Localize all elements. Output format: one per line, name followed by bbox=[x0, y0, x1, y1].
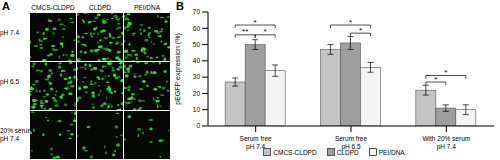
svg-text:30: 30 bbox=[193, 73, 201, 80]
svg-text:10: 10 bbox=[193, 106, 201, 113]
svg-text:20: 20 bbox=[193, 90, 201, 97]
svg-text:*: * bbox=[444, 68, 447, 77]
svg-text:60: 60 bbox=[193, 25, 201, 32]
svg-text:Serum freepH 6.5: Serum freepH 6.5 bbox=[335, 135, 368, 151]
svg-text:Serum freepH 7.4: Serum freepH 7.4 bbox=[240, 135, 273, 151]
svg-text:*: * bbox=[254, 18, 257, 27]
svg-text:**: ** bbox=[242, 27, 248, 36]
svg-text:50: 50 bbox=[193, 41, 201, 48]
svg-text:70: 70 bbox=[193, 8, 201, 15]
svg-text:With 20% serumpH 7.4: With 20% serumpH 7.4 bbox=[422, 135, 470, 151]
svg-text:*: * bbox=[359, 26, 362, 35]
svg-text:*: * bbox=[349, 18, 352, 27]
svg-text:0: 0 bbox=[196, 122, 200, 129]
svg-text:*: * bbox=[434, 75, 437, 84]
svg-text:*: * bbox=[264, 27, 267, 36]
svg-text:pEGFP expression (%): pEGFP expression (%) bbox=[174, 33, 182, 104]
svg-text:40: 40 bbox=[193, 57, 201, 64]
